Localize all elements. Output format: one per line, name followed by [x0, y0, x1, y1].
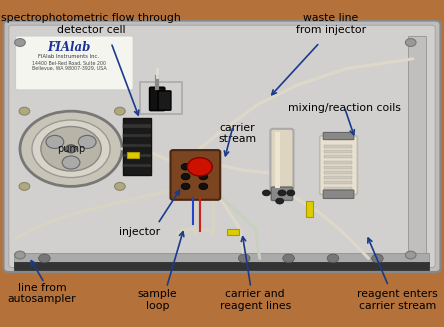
Circle shape [405, 39, 416, 46]
Bar [123, 118, 151, 175]
Circle shape [115, 182, 125, 190]
Circle shape [62, 156, 80, 169]
FancyBboxPatch shape [170, 150, 220, 200]
Circle shape [187, 158, 212, 176]
FancyBboxPatch shape [271, 187, 293, 200]
Circle shape [41, 127, 101, 171]
Bar [227, 229, 239, 235]
Text: FIAlab Instruments Inc.: FIAlab Instruments Inc. [38, 54, 99, 59]
Bar [408, 36, 426, 255]
Bar [324, 150, 352, 153]
Text: mixing/reaction coils: mixing/reaction coils [288, 103, 400, 113]
Bar [306, 201, 313, 217]
Circle shape [19, 107, 30, 115]
Circle shape [276, 198, 284, 204]
Bar [127, 152, 139, 158]
FancyBboxPatch shape [4, 21, 440, 272]
FancyBboxPatch shape [270, 129, 293, 192]
Text: carrier and
reagent lines: carrier and reagent lines [220, 289, 291, 311]
Circle shape [19, 182, 30, 190]
Bar [123, 164, 151, 167]
Text: 14400 Bel-Red Road, Suite 200: 14400 Bel-Red Road, Suite 200 [32, 60, 106, 65]
Bar [324, 181, 352, 184]
Circle shape [32, 120, 110, 178]
Circle shape [199, 173, 208, 180]
Circle shape [15, 251, 25, 259]
Text: carrier
stream: carrier stream [218, 123, 257, 144]
Circle shape [181, 183, 190, 190]
Text: sample
loop: sample loop [138, 289, 178, 311]
Bar [324, 176, 352, 179]
Bar [324, 171, 352, 174]
FancyBboxPatch shape [9, 25, 435, 267]
FancyBboxPatch shape [320, 136, 357, 195]
Bar [14, 262, 429, 270]
Text: FIAlab: FIAlab [47, 41, 91, 54]
Circle shape [238, 254, 250, 263]
Bar [324, 145, 352, 148]
FancyBboxPatch shape [158, 91, 171, 110]
Bar [123, 124, 151, 128]
Bar [324, 155, 352, 158]
Text: pump: pump [57, 144, 85, 154]
Circle shape [39, 254, 50, 263]
Text: line from
autosampler: line from autosampler [8, 283, 76, 304]
Text: spectrophotometric flow through
detector cell: spectrophotometric flow through detector… [1, 13, 181, 35]
FancyBboxPatch shape [16, 36, 133, 90]
Circle shape [262, 190, 270, 196]
Circle shape [283, 254, 294, 263]
FancyBboxPatch shape [150, 87, 165, 111]
Bar [324, 161, 352, 164]
Bar [123, 154, 151, 157]
Circle shape [78, 135, 96, 148]
Bar [14, 253, 429, 263]
Circle shape [15, 39, 25, 46]
Bar [123, 144, 151, 147]
Bar [324, 187, 352, 190]
Bar [123, 134, 151, 137]
Circle shape [20, 111, 122, 186]
Bar [275, 132, 280, 188]
Circle shape [372, 254, 383, 263]
Circle shape [278, 190, 286, 196]
Circle shape [46, 135, 64, 148]
Circle shape [199, 183, 208, 190]
Text: reagent enters
carrier stream: reagent enters carrier stream [357, 289, 438, 311]
Bar [324, 166, 352, 169]
Circle shape [287, 190, 295, 196]
Circle shape [327, 254, 339, 263]
Circle shape [199, 164, 208, 170]
Circle shape [181, 173, 190, 180]
Circle shape [181, 164, 190, 170]
Text: injector: injector [119, 227, 160, 237]
Circle shape [405, 251, 416, 259]
FancyBboxPatch shape [323, 132, 354, 140]
Text: Bellevue, WA 98007-3929, USA: Bellevue, WA 98007-3929, USA [32, 65, 106, 71]
Circle shape [115, 107, 125, 115]
Circle shape [66, 145, 76, 153]
FancyBboxPatch shape [323, 190, 354, 198]
Text: waste line
from injector: waste line from injector [296, 13, 366, 35]
